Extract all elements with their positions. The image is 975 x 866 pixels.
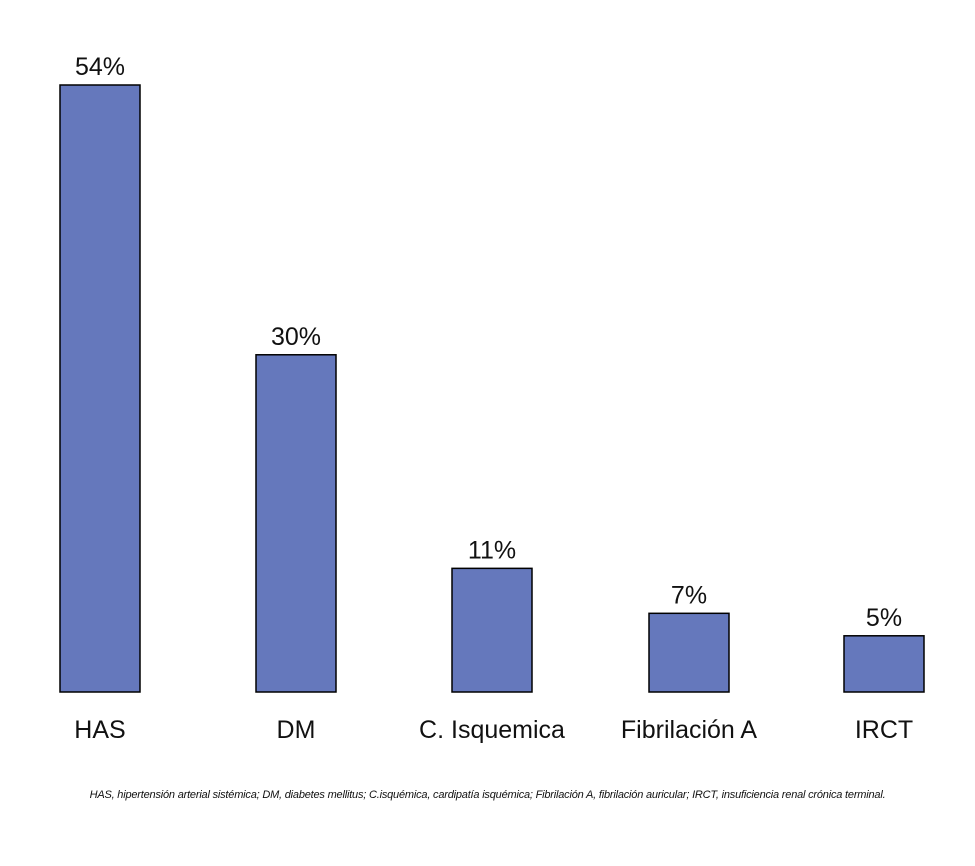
data-label-4: 5% [866, 604, 902, 632]
chart-footnote: HAS, hipertensión arterial sistémica; DM… [89, 789, 886, 801]
category-label-2: C. Isquemica [419, 716, 565, 744]
bar-0 [59, 84, 141, 693]
bar-3 [648, 612, 730, 693]
data-label-2: 11% [468, 536, 516, 564]
bar-4 [843, 635, 925, 693]
category-label-3: Fibrilación A [621, 716, 757, 744]
bar-1 [255, 354, 337, 693]
bar-2 [451, 567, 533, 693]
category-label-4: IRCT [855, 716, 913, 744]
category-label-1: DM [277, 716, 316, 744]
category-label-0: HAS [74, 716, 125, 744]
data-label-0: 54% [75, 53, 125, 81]
data-label-1: 30% [271, 323, 321, 351]
data-label-3: 7% [671, 581, 707, 609]
